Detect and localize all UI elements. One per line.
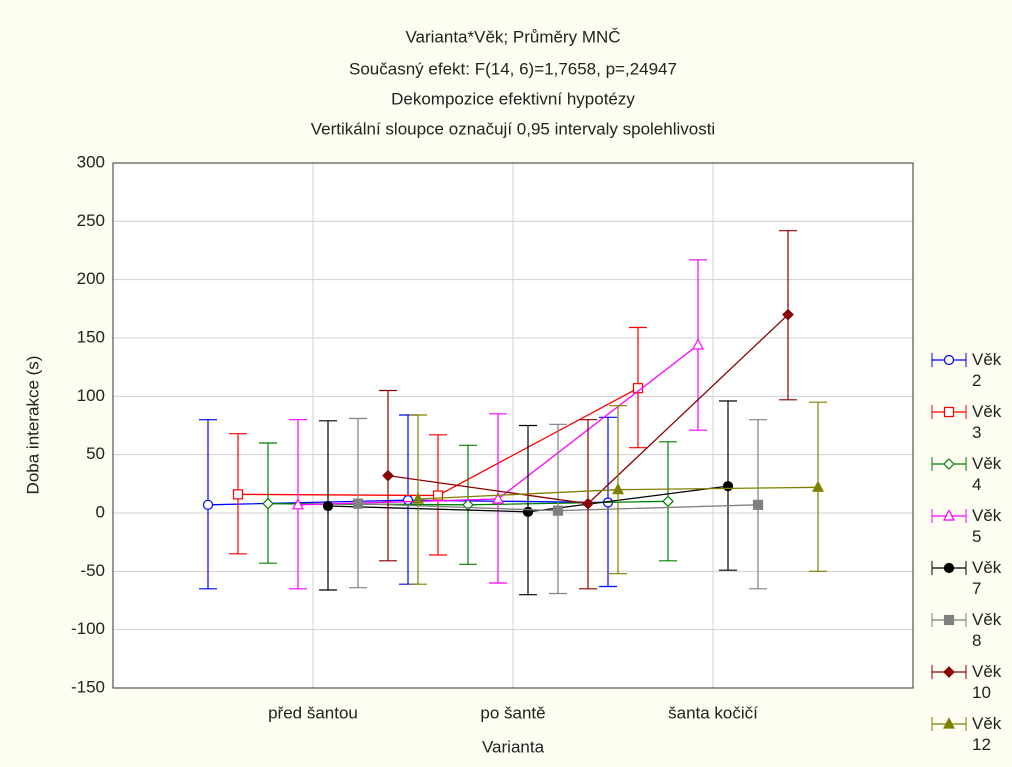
x-tick-label: šanta kočičí: [668, 703, 758, 722]
y-tick-label: 0: [96, 502, 105, 521]
legend-label: Věk 2: [972, 350, 1002, 390]
marker: [722, 481, 734, 492]
marker: [202, 499, 214, 510]
marker: [943, 614, 955, 626]
marker: [552, 505, 564, 516]
legend-label: Věk 12: [972, 714, 1002, 754]
marker: [752, 499, 764, 510]
marker: [943, 354, 955, 366]
marker: [943, 458, 955, 470]
marker: [262, 497, 274, 510]
marker: [943, 666, 955, 678]
marker: [812, 480, 824, 492]
x-tick-label: před šantou: [268, 703, 358, 722]
marker: [582, 497, 594, 510]
marker: [612, 482, 624, 495]
legend-label: Věk 3: [972, 402, 1002, 442]
marker: [402, 495, 414, 506]
marker: [382, 469, 394, 482]
marker: [522, 506, 534, 517]
legend-label: Věk 7: [972, 558, 1002, 598]
marker: [322, 500, 334, 512]
marker: [292, 498, 304, 510]
y-tick-label: 200: [77, 269, 105, 288]
marker: [943, 717, 955, 729]
y-tick-label: 250: [77, 211, 105, 230]
legend-label: Věk 5: [972, 506, 1002, 546]
chart-subtitle: Dekompozice efektivní hypotézy: [391, 89, 635, 108]
marker: [232, 489, 244, 500]
marker: [943, 562, 955, 574]
y-axis-label: Doba interakce (s): [23, 356, 42, 495]
marker: [352, 498, 364, 509]
marker: [692, 338, 704, 350]
y-tick-label: -150: [71, 677, 105, 696]
marker: [943, 406, 955, 418]
y-tick-label: -50: [80, 561, 105, 580]
marker: [662, 495, 674, 508]
x-axis-label: Varianta: [482, 737, 545, 756]
legend-label: Věk 8: [972, 610, 1002, 650]
y-tick-label: 50: [86, 444, 105, 463]
legend-label: Věk 4: [972, 454, 1002, 494]
chart-title: Varianta*Věk; Průměry MNČ: [405, 27, 620, 46]
y-tick-label: 100: [77, 386, 105, 405]
marker: [782, 308, 794, 321]
y-tick-label: 300: [77, 152, 105, 171]
legend-label: Věk 10: [972, 662, 1002, 702]
marker: [432, 490, 444, 501]
x-tick-label: po šantě: [480, 703, 545, 722]
marker: [492, 492, 504, 504]
marker: [412, 492, 424, 504]
chart-subtitle: Vertikální sloupce označují 0,95 interva…: [311, 119, 715, 138]
marker: [943, 509, 955, 521]
chart-subtitle: Současný efekt: F(14, 6)=1,7658, p=,2494…: [349, 59, 677, 78]
y-tick-label: 150: [77, 327, 105, 346]
y-tick-label: -100: [71, 619, 105, 638]
plot-frame: [112, 162, 914, 689]
